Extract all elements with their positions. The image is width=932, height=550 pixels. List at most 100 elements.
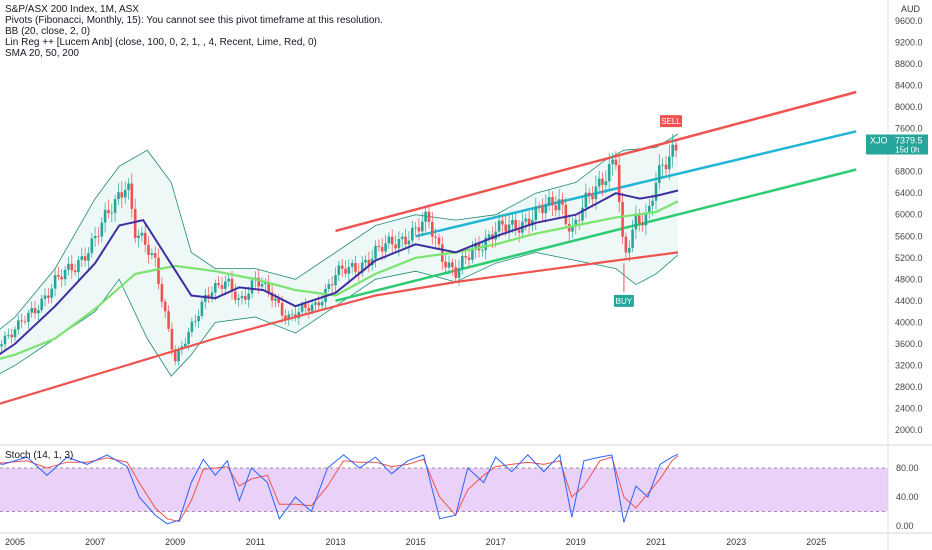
price-tick-label: 8400.0 bbox=[895, 81, 923, 91]
time-tick-label: 2015 bbox=[406, 537, 426, 547]
candle-body bbox=[214, 283, 217, 293]
legend-title[interactable]: S&P/ASX 200 Index, 1M, ASX bbox=[5, 4, 139, 15]
regression-mid-line bbox=[415, 130, 857, 238]
candle-body bbox=[404, 236, 407, 245]
candle-body bbox=[257, 277, 260, 287]
candle-body bbox=[190, 321, 194, 332]
sma20-line bbox=[0, 189, 679, 356]
legend-bb[interactable]: BB (20, close, 2, 0) bbox=[5, 26, 91, 37]
stoch-tick-label: 40.00 bbox=[896, 492, 919, 502]
candle-body bbox=[654, 182, 658, 201]
stoch-pane[interactable]: 80.00 40.00 0.00 bbox=[0, 453, 919, 531]
candle-body bbox=[177, 349, 180, 362]
price-tick-label: 9200.0 bbox=[895, 38, 923, 48]
gridlines bbox=[0, 444, 932, 534]
candle-body bbox=[57, 275, 60, 277]
candle-body bbox=[634, 213, 638, 230]
candle-body bbox=[397, 239, 401, 249]
candle-body bbox=[631, 229, 634, 248]
candle-body bbox=[628, 247, 631, 253]
stoch-k-line bbox=[0, 453, 679, 525]
candle-body bbox=[314, 302, 317, 305]
candle-body bbox=[457, 268, 461, 278]
candle-body bbox=[561, 199, 564, 205]
candle-body bbox=[424, 211, 427, 222]
candle-body bbox=[137, 235, 140, 238]
candle-body bbox=[594, 186, 598, 200]
candle-body bbox=[187, 331, 190, 344]
candle-body bbox=[210, 292, 214, 297]
candle-body bbox=[587, 192, 591, 196]
candle-body bbox=[461, 256, 464, 269]
candle-body bbox=[400, 236, 404, 239]
candle-body bbox=[484, 237, 487, 251]
candle-body bbox=[474, 242, 477, 250]
candle-body bbox=[668, 156, 671, 170]
price-tick-label: 6400.0 bbox=[895, 188, 923, 198]
candle-body bbox=[497, 220, 501, 232]
candle-body bbox=[407, 240, 411, 245]
stoch-legend[interactable]: Stoch (14, 1, 3) bbox=[5, 450, 74, 461]
candle-body bbox=[658, 165, 661, 183]
candle-body bbox=[230, 278, 234, 292]
price-tick-label: 2000.0 bbox=[895, 425, 923, 435]
candle-body bbox=[107, 209, 110, 214]
price-tag-symbol: XJO bbox=[870, 135, 888, 145]
candle-body bbox=[43, 295, 47, 299]
candle-body bbox=[337, 265, 341, 276]
candle-body bbox=[517, 229, 521, 233]
signals: SELL BUY bbox=[613, 115, 682, 307]
candle-body bbox=[70, 263, 74, 271]
candle-body bbox=[83, 256, 87, 261]
candle-body bbox=[574, 219, 578, 227]
candle-body bbox=[447, 262, 451, 268]
candle-body bbox=[644, 213, 648, 226]
candle-body bbox=[130, 183, 134, 209]
candle-body bbox=[150, 253, 154, 255]
price-tick-label: 5200.0 bbox=[895, 253, 923, 263]
candle-body bbox=[287, 314, 290, 320]
candle-body bbox=[224, 281, 227, 289]
candle-body bbox=[207, 294, 210, 297]
legend-pivots[interactable]: Pivots (Fibonacci, Monthly, 15): You can… bbox=[5, 15, 383, 26]
candle-body bbox=[414, 227, 417, 229]
candle-body bbox=[340, 265, 344, 269]
candle-body bbox=[50, 288, 53, 298]
candle-body bbox=[664, 164, 668, 170]
sell-signal-badge bbox=[659, 115, 682, 128]
price-axis[interactable]: 9600.09200.08800.08400.08000.07600.07200… bbox=[887, 0, 923, 550]
price-tick-label: 4800.0 bbox=[895, 274, 923, 284]
candle-body bbox=[527, 218, 531, 226]
price-tag-box bbox=[866, 134, 928, 155]
candle-body bbox=[380, 247, 384, 252]
candle-body bbox=[103, 209, 107, 223]
candle-body bbox=[591, 195, 594, 200]
candle-body bbox=[113, 199, 117, 213]
candle-body bbox=[547, 197, 551, 205]
time-axis[interactable]: 2005 2007 2009 2011 2013 2015 2017 2019 2021 2023… bbox=[5, 537, 826, 547]
buy-signal-badge bbox=[613, 294, 634, 307]
legend-linreg[interactable]: Lin Reg ++ [Lucem Anb] (close, 100, 0, 2… bbox=[5, 37, 317, 48]
candle-body bbox=[581, 207, 584, 221]
candle-body bbox=[597, 178, 601, 187]
candle-body bbox=[320, 301, 324, 306]
candle-body bbox=[3, 335, 7, 345]
candle-body bbox=[317, 302, 321, 306]
price-tick-label: 3600.0 bbox=[895, 339, 923, 349]
candle-body bbox=[544, 204, 548, 214]
chart-legend: S&P/ASX 200 Index, 1M, ASX Pivots (Fibon… bbox=[5, 4, 383, 59]
price-tick-label: 8800.0 bbox=[895, 59, 923, 69]
legend-sma[interactable]: SMA 20, 50, 200 bbox=[5, 48, 79, 59]
candle-body bbox=[33, 308, 37, 314]
candle-body bbox=[20, 320, 23, 322]
candle-body bbox=[127, 183, 130, 190]
candle-body bbox=[641, 223, 644, 226]
candle-body bbox=[554, 205, 558, 211]
candle-body bbox=[153, 253, 157, 258]
candle-body bbox=[267, 281, 270, 293]
candle-body bbox=[421, 221, 424, 232]
time-tick-label: 2025 bbox=[806, 537, 826, 547]
